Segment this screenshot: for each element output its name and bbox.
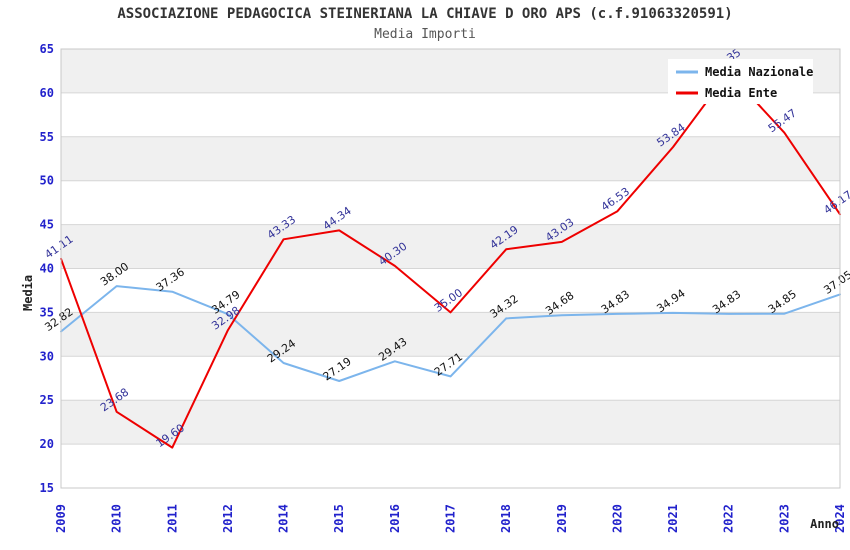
legend-label-national: Media Nazionale	[705, 65, 813, 79]
y-tick-label: 65	[40, 42, 54, 56]
y-tick-label: 45	[40, 218, 54, 232]
x-tick-label: 2010	[110, 504, 124, 533]
background-band	[61, 180, 840, 225]
background-band	[61, 356, 840, 401]
x-axis-title: Anno	[810, 517, 839, 531]
x-tick-label: 2016	[388, 504, 402, 533]
chart-subtitle: Media Importi	[374, 27, 476, 42]
plot-border	[60, 48, 841, 489]
y-tick-label: 60	[40, 86, 54, 100]
y-tick-label: 40	[40, 262, 54, 276]
x-tick-label: 2011	[165, 504, 179, 533]
chart-title: ASSOCIAZIONE PEDAGOCICA STEINERIANA LA C…	[117, 6, 733, 22]
background-band	[61, 312, 840, 357]
x-tick-label: 2019	[555, 504, 569, 533]
legend-item-national: Media Nazionale	[676, 65, 813, 79]
background-band	[61, 444, 840, 488]
legend-label-entity: Media Ente	[705, 86, 777, 100]
x-tick-label: 2021	[666, 504, 680, 533]
x-tick-label: 2023	[777, 504, 791, 533]
x-tick-label: 2009	[54, 504, 68, 533]
x-tick-label: 2022	[722, 504, 736, 533]
background-band	[61, 224, 840, 269]
legend-box	[668, 59, 813, 104]
y-tick-label: 20	[40, 437, 54, 451]
legend-item-entity: Media Ente	[676, 86, 777, 100]
background-bands	[61, 49, 840, 488]
gridlines	[61, 92, 840, 445]
y-tick-label: 15	[40, 481, 54, 495]
national-series-line	[60, 285, 841, 382]
axes: 15 20 25 30 35 40 45 50 55 60 65 2009 2010 2011 2012 20…	[40, 42, 847, 533]
legend: Media Nazionale Media Ente	[668, 59, 813, 104]
background-band	[61, 268, 840, 313]
background-band	[61, 136, 840, 181]
y-tick-label: 30	[40, 349, 54, 363]
y-tick-label: 35	[40, 305, 54, 319]
x-tick-label: 2012	[221, 504, 235, 533]
x-tick-label: 2014	[277, 504, 291, 533]
y-tick-label: 50	[40, 174, 54, 188]
y-tick-label: 25	[40, 393, 54, 407]
x-tick-label: 2018	[499, 504, 513, 533]
y-tick-label: 55	[40, 130, 54, 144]
x-tick-label: 2020	[610, 504, 624, 533]
x-tick-label: 2017	[444, 504, 458, 533]
x-tick-label: 2015	[332, 504, 346, 533]
x-tick-label: 2024	[833, 504, 847, 533]
y-axis-title: Media	[21, 275, 35, 311]
